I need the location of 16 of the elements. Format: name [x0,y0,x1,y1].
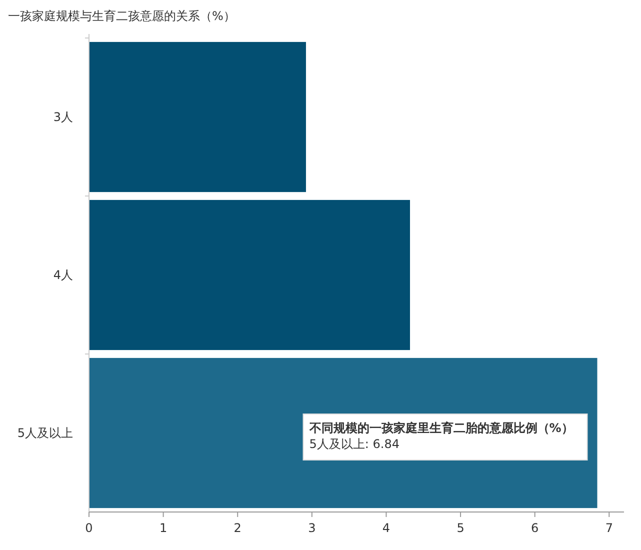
y-tick-label: 3人 [53,110,73,124]
x-tick-label: 4 [382,521,390,535]
annotation: 5人及以上: 6.84 [309,437,400,451]
x-tick-label: 5 [456,521,464,535]
x-tick-label: 1 [159,521,168,535]
x-tick-label: 7 [605,521,613,535]
bar [89,42,306,192]
x-tick-label: 2 [234,521,242,535]
x-tick-label: 3 [308,521,316,535]
annotation: 不同规模的一孩家庭里生育二胎的意愿比例（%） [308,421,574,435]
y-tick-label: 4人 [53,268,73,282]
chart-title: 一孩家庭规模与生育二孩意愿的关系（%） [8,9,236,23]
bar [89,200,410,350]
x-tick-label: 0 [85,521,93,535]
y-tick-label: 5人及以上 [17,426,73,440]
x-tick-label: 6 [531,521,539,535]
